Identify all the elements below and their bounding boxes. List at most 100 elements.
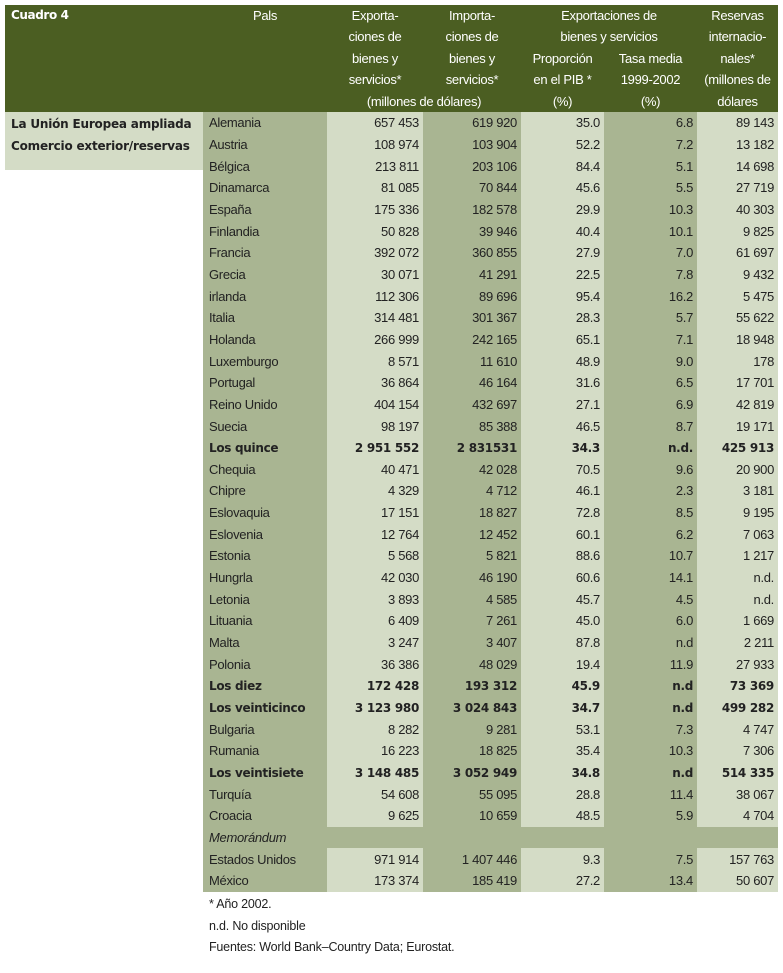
exports-cell: 17 151 [327,501,423,524]
rate-cell: n.d [604,675,697,697]
share-cell: 34.8 [521,761,604,784]
header-exports-group: Exportaciones de bienes y servicios [521,5,697,48]
header-line: 1999-2002 [620,72,681,88]
imports-cell: 619 920 [423,112,521,134]
rate-cell: 2.3 [604,480,697,502]
table-row: Reino Unido 404 154 432 697 27.1 6.9 42 819 [203,393,778,416]
country-cell: Reino Unido [203,393,327,416]
table-row: Lituania 6 409 7 261 45.0 6.0 1 669 [203,610,778,632]
rate-cell: 7.2 [604,133,697,156]
exports-cell: 657 453 [327,112,423,134]
reserves-cell: 18 948 [697,328,778,351]
header-line: ciones de [348,29,402,45]
reserves-cell: 14 698 [697,155,778,177]
exports-cell: 108 974 [327,133,423,156]
imports-cell: 1 407 446 [423,848,521,870]
exports-cell: 2 951 552 [327,436,423,459]
exports-cell: 30 071 [327,263,423,286]
share-cell: 28.8 [521,783,604,805]
country-cell: México [203,869,327,892]
reserves-cell: 19 171 [697,415,778,437]
subtotal-row: Los quince 2 951 552 2 831531 34.3 n.d. 425 9… [203,436,778,459]
share-cell: 65.1 [521,328,604,351]
exports-cell: 213 811 [327,155,423,177]
country-cell: Letonia [203,588,327,611]
share-cell: 9.3 [521,848,604,870]
share-cell: 35.0 [521,112,604,134]
country-cell: Eslovaquia [203,501,327,524]
country-cell: Chipre [203,480,327,502]
rate-cell: 11.4 [604,783,697,805]
imports-cell: 55 095 [423,783,521,805]
reserves-cell: 9 432 [697,263,778,286]
reserves-cell: 73 369 [697,675,778,697]
imports-cell: 4 585 [423,588,521,611]
table-row: Alemania 657 453 619 920 35.0 6.8 89 143 [203,112,778,134]
share-cell: 34.7 [521,696,604,719]
imports-cell: 41 291 [423,263,521,286]
header-line: (millones de [704,72,771,88]
side-label-subtitle: Comercio exterior/reservas [11,138,190,153]
imports-cell: 360 855 [423,241,521,264]
exports-cell: 98 197 [327,415,423,437]
country-cell: Turquía [203,783,327,805]
header-line: bienes y [448,50,496,66]
table-title: Cuadro 4 [11,8,69,22]
exports-cell: 54 608 [327,783,423,805]
header-line: (%) [640,93,661,109]
share-cell: 95.4 [521,285,604,307]
share-cell: 27.2 [521,869,604,892]
country-cell: Polonia [203,653,327,676]
footnote-nd: n.d. No disponible [209,918,306,933]
imports-cell: 18 825 [423,740,521,762]
reserves-cell: 9 825 [697,220,778,242]
table-row: México 173 374 185 419 27.2 13.4 50 607 [203,869,778,892]
imports-cell: 10 659 [423,805,521,827]
reserves-cell: 157 763 [697,848,778,870]
header-exports: Exporta- ciones de bienes y servicios* [327,5,423,91]
rate-cell: 10.7 [604,545,697,567]
imports-cell: 48 029 [423,653,521,676]
rate-cell: 9.0 [604,350,697,372]
imports-cell: 4 712 [423,480,521,502]
table-row: irlanda 112 306 89 696 95.4 16.2 5 475 [203,285,778,307]
reserves-cell: 514 335 [697,761,778,784]
imports-cell: 5 821 [423,545,521,567]
rate-cell: 9.6 [604,458,697,481]
share-cell: 45.9 [521,675,604,697]
exports-cell: 81 085 [327,176,423,199]
imports-cell: 103 904 [423,133,521,156]
exports-cell: 12 764 [327,523,423,546]
side-label-box: La Unión Europea ampliada Comercio exter… [5,112,203,170]
header-line: en el PIB * [533,72,592,88]
share-cell: 31.6 [521,371,604,394]
rate-cell: 8.5 [604,501,697,524]
share-cell: 60.1 [521,523,604,546]
exports-cell: 112 306 [327,285,423,307]
reserves-cell: 5 475 [697,285,778,307]
rate-cell: 5.7 [604,306,697,329]
table-header: Cuadro 4 Pals Exporta- ciones de bienes … [5,5,778,112]
imports-cell: 89 696 [423,285,521,307]
share-cell: 60.6 [521,566,604,589]
imports-cell: 46 190 [423,566,521,589]
exports-cell: 16 223 [327,740,423,762]
imports-cell: 18 827 [423,501,521,524]
exports-cell: 42 030 [327,566,423,589]
exports-cell: 3 123 980 [327,696,423,719]
table-row: Italia 314 481 301 367 28.3 5.7 55 622 [203,306,778,329]
country-cell: irlanda [203,285,327,307]
exports-cell: 36 864 [327,371,423,394]
share-cell: 72.8 [521,501,604,524]
reserves-cell: 55 622 [697,306,778,329]
reserves-cell: 3 181 [697,480,778,502]
table-row: Dinamarca 81 085 70 844 45.6 5.5 27 719 [203,176,778,199]
share-cell: 35.4 [521,740,604,762]
memo-row: Memorándum [203,826,778,849]
imports-cell: 182 578 [423,198,521,221]
imports-cell: 12 452 [423,523,521,546]
table-row: Chequia 40 471 42 028 70.5 9.6 20 900 [203,458,778,481]
imports-cell: 242 165 [423,328,521,351]
imports-cell: 85 388 [423,415,521,437]
reserves-cell: 9 195 [697,501,778,524]
